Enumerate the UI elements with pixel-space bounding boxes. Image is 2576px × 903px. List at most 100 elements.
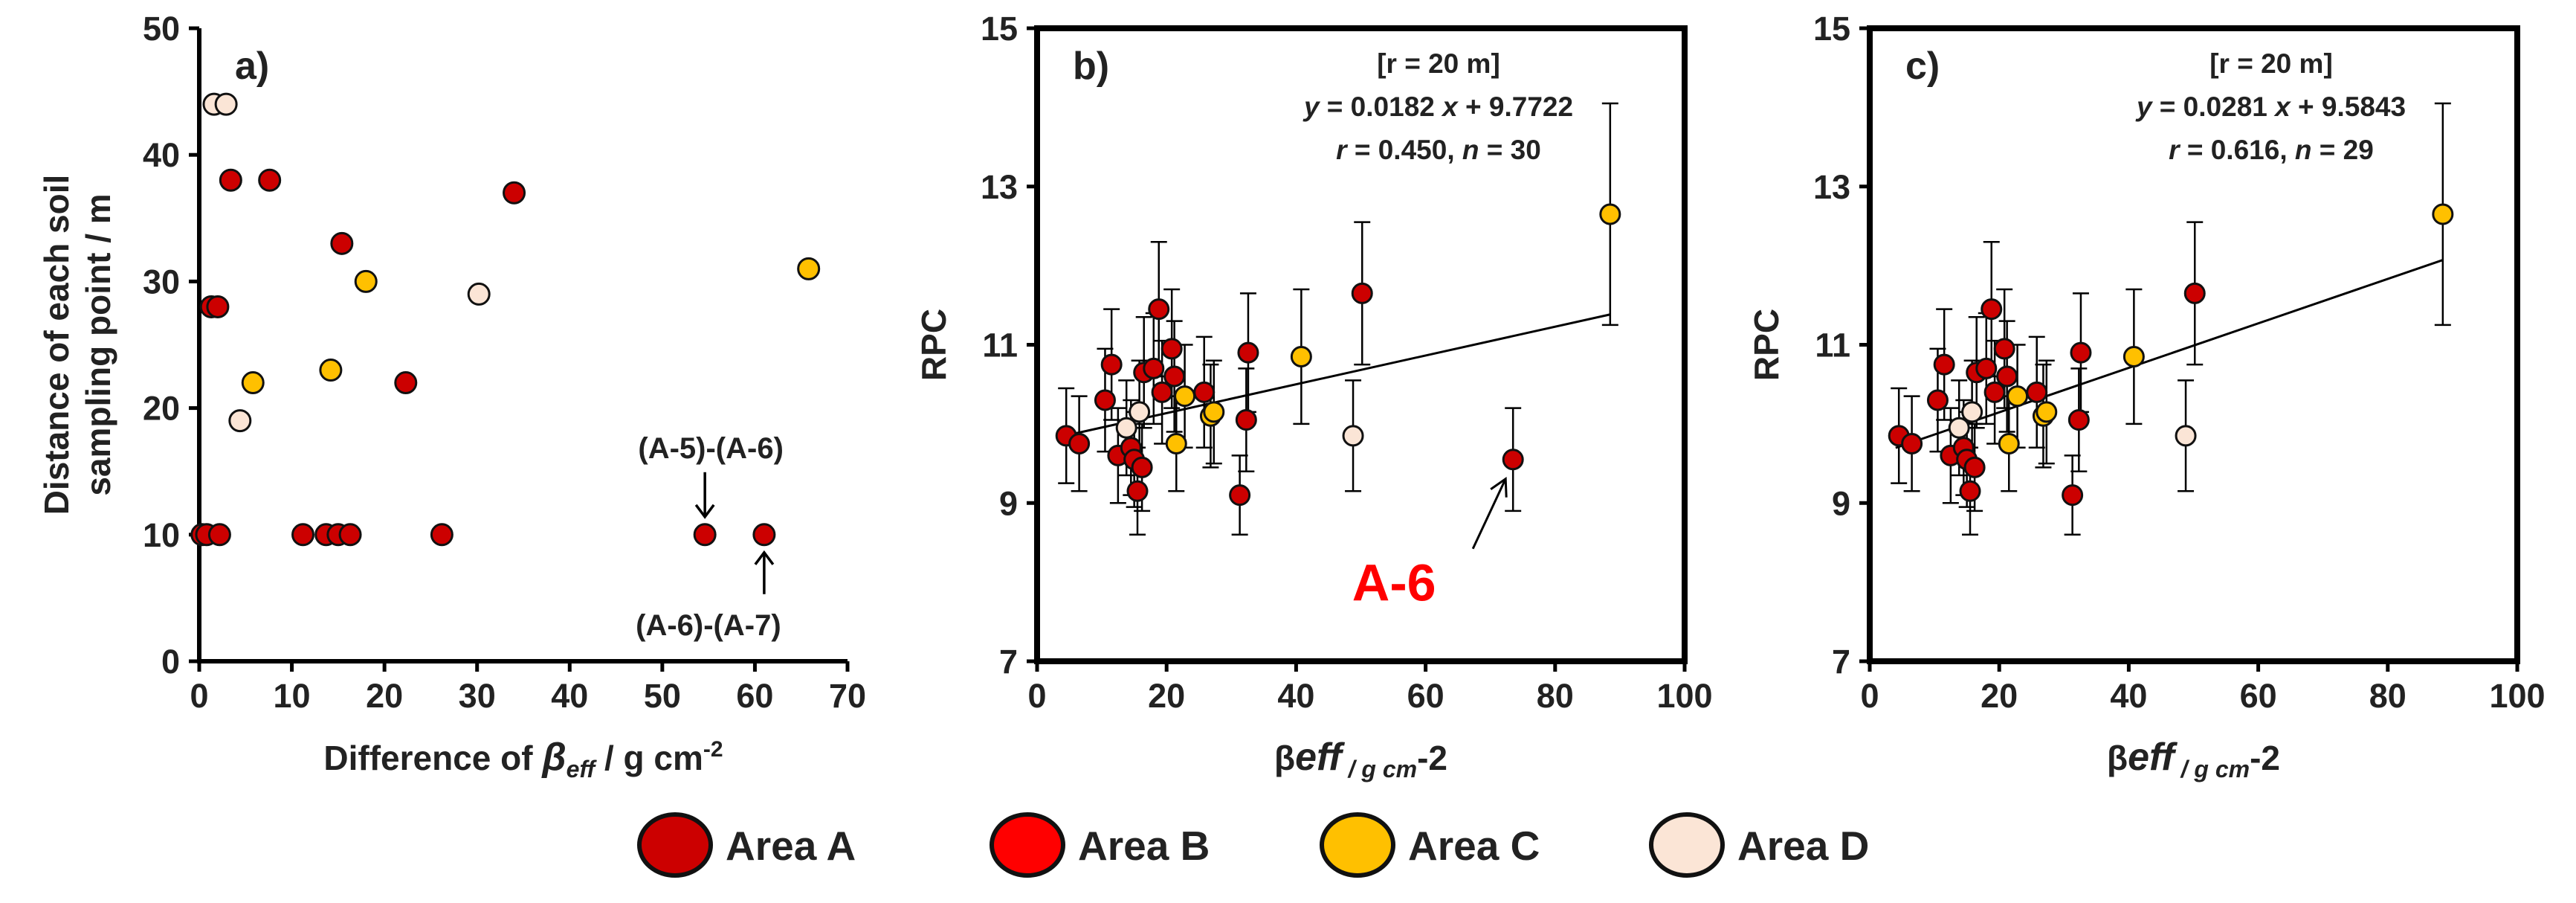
- data-point-area-d: [1961, 401, 1983, 423]
- data-point-area-c: [1998, 432, 2020, 454]
- data-point-area-a: [1193, 381, 1216, 403]
- x-axis-label-text: β: [1274, 739, 1295, 777]
- data-point-area-a: [1926, 389, 1949, 411]
- data-point-area-c: [1290, 345, 1312, 367]
- panel-c: 0 20 40 60 80 100 7 9 11 13 15 c) RPC [r = 20 m] y = 0…: [1747, 10, 2546, 715]
- stat-n-value: = 29: [2312, 135, 2374, 165]
- data-point-area-d: [228, 409, 252, 433]
- y-tick-label: 7: [999, 643, 1018, 681]
- x-tick-label: 20: [1981, 677, 2018, 715]
- x-tick-label: 60: [736, 677, 773, 715]
- x-axis-label-subscript: / g cm: [1342, 756, 1417, 783]
- data-point-area-c: [2123, 345, 2145, 367]
- data-point-area-a: [1163, 365, 1186, 388]
- x-axis-label-beta: β: [540, 736, 566, 779]
- data-point-area-d: [214, 92, 238, 116]
- regression-equation: y = 0.0182 x + 9.7722: [1302, 91, 1573, 122]
- y-tick-label: 13: [1813, 168, 1850, 206]
- x-axis-label-subscript: / g cm: [2175, 756, 2250, 783]
- x-tick-label: 0: [190, 677, 208, 715]
- x-axis-label-beta: eff: [2128, 736, 2178, 779]
- data-point-area-a: [394, 371, 418, 395]
- annotation-arrowhead: [754, 550, 775, 565]
- x-axis-label-unit: -2: [2250, 739, 2280, 777]
- stats-radius: [r = 20 m]: [1377, 48, 1500, 79]
- stat-n-symbol: n: [1462, 135, 1479, 165]
- legend-marker-area-b: [990, 812, 1065, 878]
- data-point-area-d: [1115, 417, 1137, 439]
- data-point-area-d: [1948, 417, 1970, 439]
- annotation-a6-a7: (A-6)-(A-7): [636, 609, 781, 642]
- stat-r-value: = 0.450,: [1347, 135, 1462, 165]
- data-point-area-a: [1502, 449, 1524, 471]
- data-point-area-a: [503, 181, 526, 205]
- x-tick-label: 80: [2369, 677, 2406, 715]
- data-point-area-a: [2067, 409, 2090, 431]
- y-tick-label: 9: [1832, 484, 1850, 522]
- legend-marker-area-a: [637, 812, 713, 878]
- data-point-area-a: [1993, 338, 2015, 360]
- legend: Area A Area B Area C Area D: [637, 812, 1869, 878]
- data-point-area-c: [2036, 401, 2058, 423]
- data-point-area-a: [1143, 357, 1165, 379]
- data-point-area-c: [797, 257, 821, 280]
- y-tick-label: 30: [143, 263, 180, 301]
- data-point-area-a: [1068, 432, 1091, 454]
- stat-n-value: = 30: [1479, 135, 1541, 165]
- data-point-area-a: [2070, 341, 2092, 364]
- data-point-area-c: [319, 359, 343, 382]
- annotation-a5-a6: (A-5)-(A-6): [638, 432, 784, 465]
- x-tick-label: 20: [1148, 677, 1185, 715]
- data-point-area-a: [2183, 282, 2206, 304]
- x-tick-label: 30: [459, 677, 496, 715]
- data-point-area-a: [1351, 282, 1373, 304]
- y-tick-label: 0: [161, 643, 180, 681]
- highlight-arrowhead: [1490, 476, 1508, 498]
- highlight-arrow: [1471, 478, 1507, 550]
- eq-intercept: + 9.5843: [2291, 91, 2406, 122]
- x-tick-label: 60: [1407, 677, 1444, 715]
- data-point-area-c: [1165, 432, 1187, 454]
- data-point-area-a: [1131, 456, 1153, 478]
- data-point-area-d: [1342, 425, 1364, 447]
- panel-letter: b): [1073, 45, 1109, 88]
- data-point-area-c: [1203, 401, 1225, 423]
- data-point-area-a: [1963, 456, 1986, 478]
- legend-label-area-c: Area C: [1408, 823, 1540, 869]
- stats-radius: [r = 20 m]: [2209, 48, 2333, 79]
- stat-r-symbol: r: [1336, 135, 1349, 165]
- x-tick-label: 10: [274, 677, 311, 715]
- data-point-area-a: [207, 523, 231, 547]
- data-point-area-a: [219, 168, 242, 192]
- x-axis-label: Difference of βeff / g cm-2: [323, 736, 723, 783]
- eq-x: x: [1441, 91, 1459, 122]
- annotation-arrowhead: [694, 504, 715, 519]
- x-tick-label: 80: [1537, 677, 1574, 715]
- legend-label-area-a: Area A: [726, 823, 856, 869]
- eq-slope: = 0.0182: [1320, 91, 1443, 122]
- data-point-area-a: [1094, 389, 1116, 411]
- data-point-area-a: [1151, 381, 1173, 403]
- data-point-area-a: [1126, 480, 1149, 502]
- y-tick-label: 10: [143, 516, 180, 554]
- data-point-area-a: [1148, 298, 1170, 321]
- data-point-area-a: [430, 523, 453, 547]
- eq-intercept: + 9.7722: [1458, 91, 1573, 122]
- data-point-area-c: [2007, 385, 2029, 408]
- x-axis-label: βeff / g cm-2: [2107, 736, 2280, 783]
- data-point-area-c: [1174, 385, 1196, 408]
- stat-n-symbol: n: [2295, 135, 2312, 165]
- y-axis-label-line2: sampling point / m: [79, 193, 117, 495]
- data-point-area-d: [2175, 425, 2197, 447]
- data-point-area-c: [354, 269, 378, 293]
- y-tick-label: 7: [1832, 643, 1850, 681]
- data-point-area-a: [1996, 365, 2018, 388]
- x-axis-label-unit: / g cm: [595, 739, 703, 777]
- data-point-area-a: [1981, 298, 2003, 321]
- data-point-area-c: [241, 371, 265, 395]
- panel-letter: c): [1905, 45, 1940, 88]
- correlation-stats: r = 0.450, n = 30: [1336, 135, 1541, 165]
- data-point-area-a: [1229, 484, 1251, 507]
- x-axis-label-superscript: -2: [703, 737, 723, 762]
